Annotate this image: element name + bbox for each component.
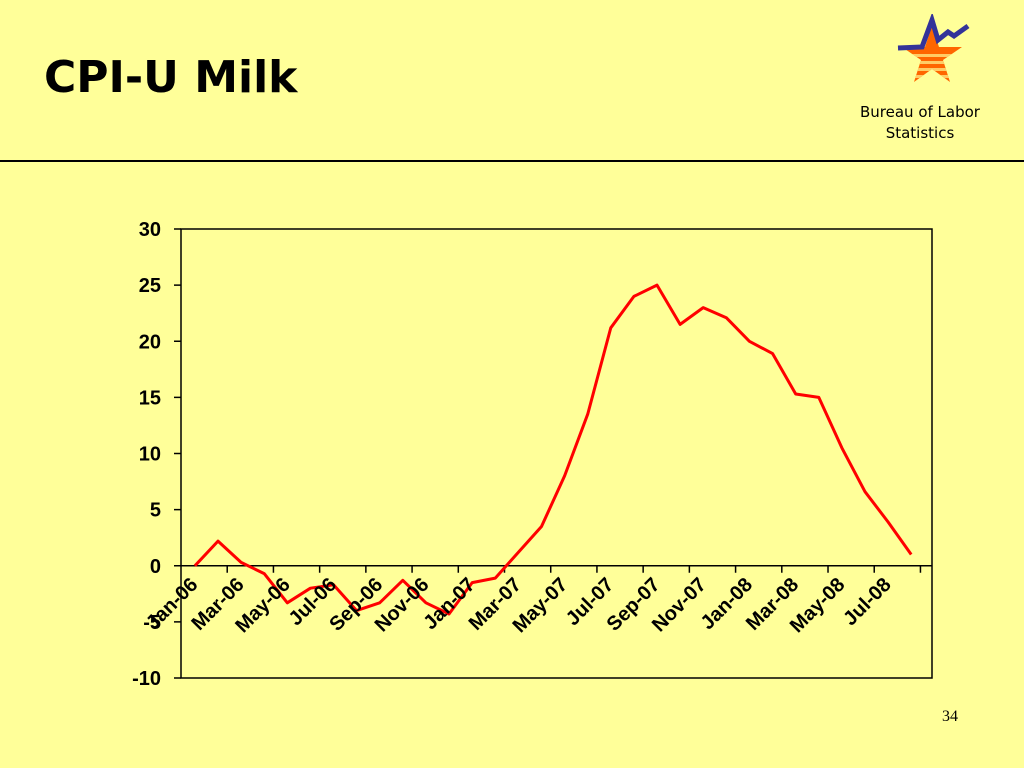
y-tick-label: 25 xyxy=(139,275,161,297)
y-tick-label: -10 xyxy=(132,668,161,690)
title-divider xyxy=(0,160,1024,162)
series-layer xyxy=(193,283,913,616)
y-tick-label: 0 xyxy=(150,556,161,578)
organization-name: Bureau of Labor Statistics xyxy=(840,102,1000,144)
x-axis xyxy=(226,565,922,573)
logo-trend-line xyxy=(897,12,970,51)
y-tick-label: -5 xyxy=(143,612,161,634)
y-tick-label: 15 xyxy=(139,387,161,409)
series-line xyxy=(193,283,913,616)
y-tick-label: 30 xyxy=(139,219,161,241)
x-tick-labels: Jan-06Mar-06May-06Jul-06Sep-06Nov-06Jan-… xyxy=(142,574,896,638)
x-tick-label: Jul-08 xyxy=(839,574,895,630)
y-axis: -10 -5 0 5 10 15 20 25 30 xyxy=(132,219,181,690)
organization-line-1: Bureau of Labor xyxy=(860,103,980,121)
y-tick-label: 5 xyxy=(150,500,161,522)
slide-title: CPI-U Milk xyxy=(44,52,298,103)
bls-logo-icon xyxy=(892,12,972,98)
page-number: 34 xyxy=(942,708,958,725)
organization-line-2: Statistics xyxy=(885,124,955,142)
y-tick-label: 20 xyxy=(139,331,161,353)
y-tick-label: 10 xyxy=(139,444,161,466)
